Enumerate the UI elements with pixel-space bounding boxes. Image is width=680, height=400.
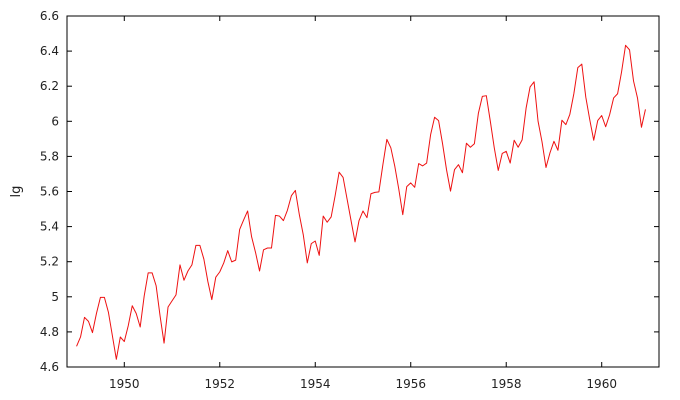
y-tick-label: 4.6 bbox=[40, 360, 59, 374]
x-tick-label: 1958 bbox=[491, 377, 522, 391]
x-tick-label: 1952 bbox=[205, 377, 236, 391]
x-tick-label: 1950 bbox=[109, 377, 140, 391]
y-tick-label: 5.8 bbox=[40, 149, 59, 163]
y-tick-label: 5 bbox=[51, 290, 59, 304]
y-tick-label: 5.4 bbox=[40, 220, 59, 234]
x-tick-label: 1956 bbox=[395, 377, 426, 391]
y-tick-label: 5.6 bbox=[40, 185, 59, 199]
plot-area bbox=[66, 15, 660, 368]
y-axis: 4.6 4.8 5 5.2 5.4 5.6 5.8 6 6.2 6.4 6.6 bbox=[40, 9, 659, 374]
series-line bbox=[76, 44, 646, 360]
y-tick-label: 4.8 bbox=[40, 325, 59, 339]
x-axis: 1950 1952 1954 1956 1958 1960 bbox=[109, 16, 617, 391]
y-tick-label: 6.6 bbox=[40, 9, 59, 23]
x-tick-label: 1954 bbox=[300, 377, 331, 391]
y-tick-label: 6.4 bbox=[40, 44, 59, 58]
y-tick-label: 6 bbox=[51, 114, 59, 128]
y-tick-label: 6.2 bbox=[40, 79, 59, 93]
plot-border bbox=[66, 15, 660, 368]
y-axis-label: lg bbox=[9, 186, 24, 198]
y-tick-label: 5.2 bbox=[40, 255, 59, 269]
x-tick-label: 1960 bbox=[586, 377, 617, 391]
series-layer bbox=[76, 44, 646, 360]
